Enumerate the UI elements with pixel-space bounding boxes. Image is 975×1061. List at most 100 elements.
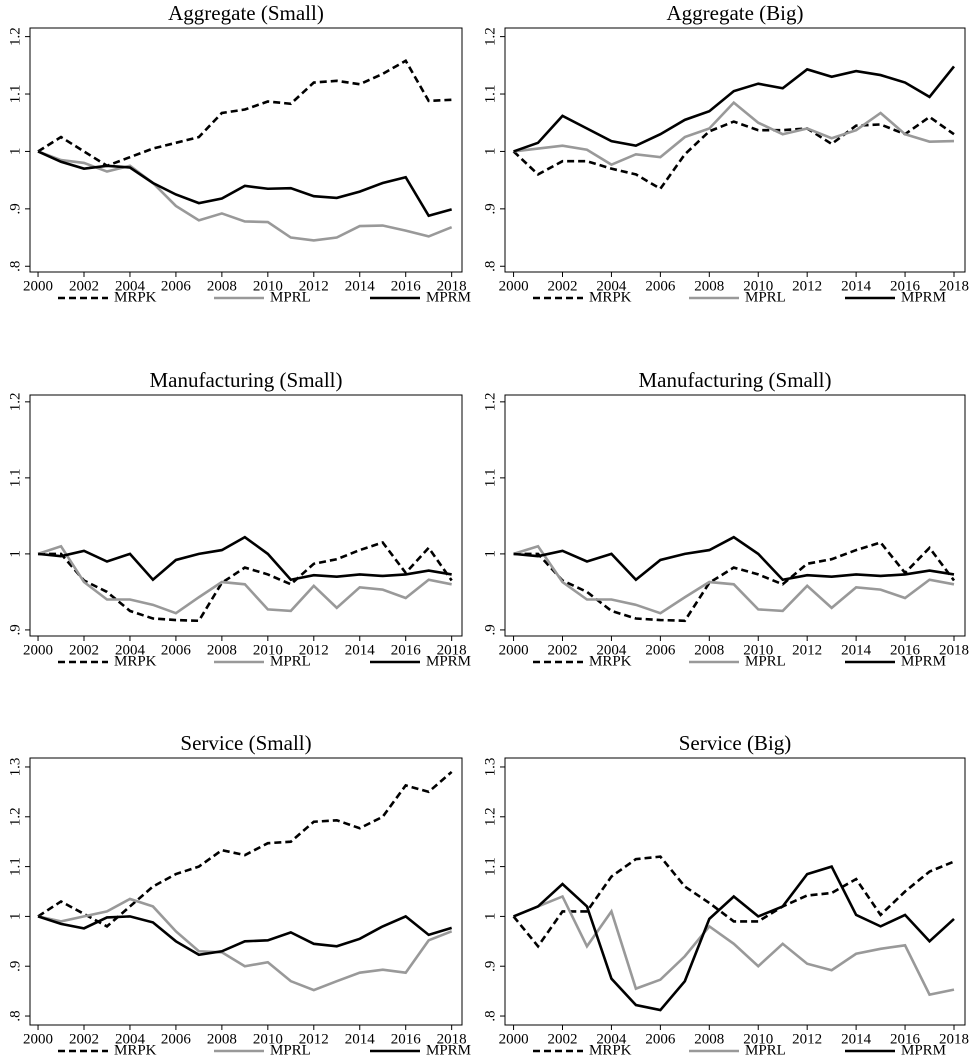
x-tick-label: 2000 bbox=[499, 642, 529, 658]
legend-label: MRPK bbox=[114, 653, 157, 669]
legend-label: MPRL bbox=[270, 289, 311, 305]
plot-frame bbox=[504, 27, 966, 273]
legend-label: MPRM bbox=[426, 289, 471, 305]
series-line bbox=[513, 540, 956, 623]
legend-label: MPRM bbox=[426, 653, 471, 669]
x-tick-label: 2004 bbox=[115, 278, 146, 294]
x-tick-label: 2004 bbox=[596, 278, 627, 294]
x-tick-label: 2010 bbox=[743, 1031, 773, 1047]
y-tick-label: .9 bbox=[482, 624, 498, 635]
series-line bbox=[513, 100, 955, 167]
legend-label: MRPK bbox=[589, 1042, 632, 1058]
y-tick-label: 1 bbox=[7, 913, 23, 921]
x-tick-label: 2012 bbox=[299, 278, 329, 294]
series-line bbox=[512, 115, 955, 191]
y-tick-label: 1.2 bbox=[7, 807, 23, 826]
x-tick-label: 2018 bbox=[437, 278, 467, 294]
panel-title: Manufacturing (Small) bbox=[149, 368, 342, 392]
y-tick-label: 1 bbox=[482, 550, 498, 558]
x-tick-label: 2000 bbox=[23, 278, 53, 294]
plot-frame bbox=[29, 27, 463, 273]
y-tick-label: 1.1 bbox=[482, 85, 498, 104]
x-tick-label: 2004 bbox=[596, 642, 627, 658]
legend-label: MPRM bbox=[426, 1042, 471, 1058]
x-tick-label: 2014 bbox=[345, 278, 376, 294]
x-tick-label: 2012 bbox=[792, 278, 822, 294]
y-tick-label: .9 bbox=[7, 961, 23, 972]
x-tick-label: 2010 bbox=[743, 278, 773, 294]
y-tick-label: .9 bbox=[482, 961, 498, 972]
x-tick-label: 2012 bbox=[792, 1031, 822, 1047]
y-tick-label: 1.3 bbox=[482, 758, 498, 777]
panel-title: Service (Small) bbox=[180, 731, 311, 755]
y-tick-label: 1 bbox=[7, 550, 23, 558]
y-tick-label: 1.1 bbox=[482, 468, 498, 487]
y-tick-label: 1.2 bbox=[482, 392, 498, 411]
y-tick-label: 1.2 bbox=[482, 27, 498, 46]
x-tick-label: 2008 bbox=[207, 1031, 237, 1047]
series-line bbox=[513, 544, 955, 615]
x-tick-label: 2016 bbox=[391, 642, 422, 658]
plot-frame bbox=[504, 394, 966, 637]
x-tick-label: 2016 bbox=[890, 1031, 921, 1047]
x-tick-label: 2002 bbox=[69, 1031, 99, 1047]
y-tick-label: .8 bbox=[482, 261, 498, 272]
series-line bbox=[37, 897, 453, 992]
x-tick-label: 2012 bbox=[299, 642, 329, 658]
y-tick-label: 1.2 bbox=[7, 392, 23, 411]
series-line bbox=[37, 914, 453, 957]
x-tick-label: 2010 bbox=[743, 642, 773, 658]
series-line bbox=[513, 535, 955, 582]
series-line bbox=[37, 535, 452, 582]
x-tick-label: 2000 bbox=[499, 1031, 529, 1047]
legend-label: MPRM bbox=[901, 1042, 946, 1058]
series-line bbox=[37, 150, 453, 242]
series-line bbox=[38, 540, 453, 623]
x-tick-label: 2018 bbox=[939, 278, 969, 294]
x-tick-label: 2002 bbox=[548, 642, 578, 658]
x-tick-label: 2016 bbox=[391, 1031, 422, 1047]
plot-frame bbox=[29, 394, 463, 637]
x-tick-label: 2010 bbox=[253, 1031, 283, 1047]
plot-frame bbox=[29, 757, 463, 1026]
x-tick-label: 2000 bbox=[23, 642, 53, 658]
series-line bbox=[513, 894, 955, 997]
y-tick-label: .9 bbox=[7, 624, 23, 635]
legend-label: MPRL bbox=[745, 289, 786, 305]
legend-label: MPRM bbox=[901, 653, 946, 669]
x-tick-label: 2000 bbox=[23, 1031, 53, 1047]
legend-label: MPRM bbox=[901, 289, 946, 305]
x-tick-label: 2006 bbox=[645, 642, 676, 658]
x-tick-label: 2002 bbox=[548, 1031, 578, 1047]
y-tick-label: .8 bbox=[482, 1010, 498, 1021]
x-tick-label: 2012 bbox=[792, 642, 822, 658]
panel-title: Service (Big) bbox=[679, 731, 792, 755]
y-tick-label: 1.2 bbox=[7, 27, 23, 46]
y-tick-label: 1.1 bbox=[482, 857, 498, 876]
legend-label: MRPK bbox=[114, 289, 157, 305]
x-tick-label: 2016 bbox=[890, 642, 921, 658]
y-tick-label: 1.2 bbox=[482, 807, 498, 826]
x-tick-label: 2016 bbox=[391, 278, 422, 294]
y-tick-label: 1.3 bbox=[7, 758, 23, 777]
x-tick-label: 2014 bbox=[345, 642, 376, 658]
legend-label: MPRL bbox=[745, 653, 786, 669]
series-line bbox=[37, 58, 452, 168]
y-tick-label: .8 bbox=[7, 261, 23, 272]
series-line bbox=[512, 855, 955, 949]
y-tick-label: 1 bbox=[482, 913, 498, 921]
x-tick-label: 2004 bbox=[115, 1031, 146, 1047]
panel-title: Manufacturing (Small) bbox=[638, 368, 831, 392]
y-tick-label: .9 bbox=[482, 203, 498, 214]
legend-label: MRPK bbox=[589, 289, 632, 305]
x-tick-label: 2008 bbox=[694, 278, 724, 294]
x-tick-label: 2006 bbox=[645, 278, 676, 294]
series-line bbox=[37, 544, 452, 615]
panel-title: Aggregate (Small) bbox=[168, 1, 324, 25]
panel-title: Aggregate (Big) bbox=[666, 1, 803, 25]
x-tick-label: 2006 bbox=[161, 1031, 192, 1047]
legend-label: MPRL bbox=[270, 1042, 311, 1058]
y-tick-label: 1 bbox=[7, 148, 23, 156]
x-tick-label: 2014 bbox=[841, 1031, 872, 1047]
x-tick-label: 2004 bbox=[115, 642, 146, 658]
